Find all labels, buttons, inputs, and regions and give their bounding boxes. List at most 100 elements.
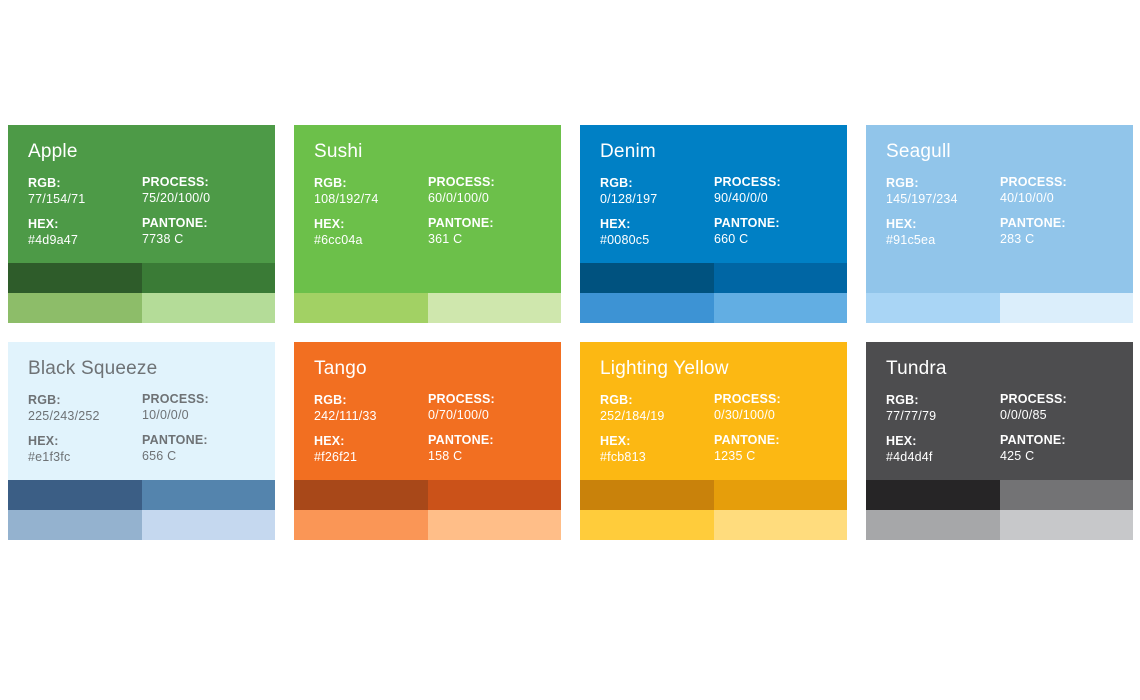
hex-label: HEX: — [28, 434, 59, 448]
color-card-tundra: Tundra RGB: 77/77/79 HEX: #4d4d4f PROCESS: 0/0… — [866, 342, 1133, 540]
hex-label: HEX: — [600, 217, 631, 231]
pantone-field: PANTONE: 283 C — [1000, 215, 1066, 247]
dark-shades-strip — [8, 263, 275, 293]
hex-field: HEX: #f26f21 — [314, 433, 357, 465]
pantone-label: PANTONE: — [714, 433, 780, 447]
process-field: PROCESS: 0/0/0/85 — [1000, 391, 1067, 423]
rgb-value: 77/154/71 — [28, 192, 86, 206]
process-field: PROCESS: 10/0/0/0 — [142, 391, 209, 423]
tint-swatch-medium — [294, 293, 428, 323]
hex-label: HEX: — [600, 434, 631, 448]
shade-swatch-darkest — [866, 263, 1000, 293]
rgb-label: RGB: — [600, 393, 633, 407]
shade-swatch-darkest — [8, 480, 142, 510]
pantone-value: 660 C — [714, 232, 749, 246]
shade-swatch-dark — [427, 480, 561, 510]
color-name: Sushi — [314, 141, 363, 162]
color-palette-grid: Apple RGB: 77/154/71 HEX: #4d9a47 PROCESS: 75/… — [8, 125, 1133, 540]
pantone-field: PANTONE: 158 C — [428, 432, 494, 464]
pantone-field: PANTONE: 656 C — [142, 432, 208, 464]
color-card-apple: Apple RGB: 77/154/71 HEX: #4d9a47 PROCESS: 75/… — [8, 125, 275, 323]
shade-swatch-dark — [999, 263, 1133, 293]
dark-shades-strip — [294, 480, 561, 510]
rgb-label: RGB: — [886, 393, 919, 407]
hex-value: #f26f21 — [314, 450, 358, 464]
process-label: PROCESS: — [142, 175, 209, 189]
pantone-label: PANTONE: — [714, 216, 780, 230]
hex-field: HEX: #e1f3fc — [28, 433, 70, 465]
process-field: PROCESS: 90/40/0/0 — [714, 174, 781, 206]
pantone-value: 7738 C — [142, 232, 184, 246]
color-name: Tundra — [886, 358, 947, 379]
light-tints-strip — [580, 510, 847, 540]
tint-swatch-medium — [8, 293, 142, 323]
hex-label: HEX: — [886, 217, 917, 231]
color-swatch-main: Apple RGB: 77/154/71 HEX: #4d9a47 PROCESS: 75/… — [8, 125, 275, 263]
shade-swatch-darkest — [8, 263, 142, 293]
color-card-denim: Denim RGB: 0/128/197 HEX: #0080c5 PROCESS: 90/… — [580, 125, 847, 323]
pantone-label: PANTONE: — [1000, 216, 1066, 230]
hex-field: HEX: #4d9a47 — [28, 216, 78, 248]
rgb-value: 77/77/79 — [886, 409, 937, 423]
process-label: PROCESS: — [428, 392, 495, 406]
color-swatch-main: Tango RGB: 242/111/33 HEX: #f26f21 PROCESS: 0/… — [294, 342, 561, 480]
dark-shades-strip — [866, 480, 1133, 510]
rgb-value: 108/192/74 — [314, 192, 379, 206]
rgb-field: RGB: 145/197/234 — [886, 175, 958, 207]
hex-label: HEX: — [28, 217, 59, 231]
process-value: 0/0/0/85 — [1000, 408, 1047, 422]
process-label: PROCESS: — [1000, 175, 1067, 189]
color-card-lighting-yellow: Lighting Yellow RGB: 252/184/19 HEX: #fcb813… — [580, 342, 847, 540]
pantone-value: 283 C — [1000, 232, 1035, 246]
hex-value: #fcb813 — [600, 450, 646, 464]
rgb-field: RGB: 242/111/33 — [314, 392, 377, 424]
pantone-label: PANTONE: — [1000, 433, 1066, 447]
tint-swatch-light — [713, 510, 847, 540]
process-field: PROCESS: 75/20/100/0 — [142, 174, 210, 206]
shade-swatch-darkest — [580, 480, 714, 510]
pantone-field: PANTONE: 660 C — [714, 215, 780, 247]
pantone-field: PANTONE: 7738 C — [142, 215, 208, 247]
process-value: 0/70/100/0 — [428, 408, 490, 422]
light-tints-strip — [8, 510, 275, 540]
rgb-label: RGB: — [314, 176, 347, 190]
hex-label: HEX: — [886, 434, 917, 448]
rgb-field: RGB: 225/243/252 — [28, 392, 100, 424]
hex-value: #6cc04a — [314, 233, 363, 247]
tint-swatch-light — [427, 510, 561, 540]
dark-shades-strip — [8, 480, 275, 510]
tint-swatch-light — [141, 510, 275, 540]
tint-swatch-medium — [580, 510, 714, 540]
light-tints-strip — [866, 293, 1133, 323]
tint-swatch-light — [713, 293, 847, 323]
pantone-value: 361 C — [428, 232, 463, 246]
tint-swatch-light — [141, 293, 275, 323]
tint-swatch-medium — [580, 293, 714, 323]
tint-swatch-light — [999, 293, 1133, 323]
light-tints-strip — [580, 293, 847, 323]
hex-field: HEX: #4d4d4f — [886, 433, 933, 465]
shade-swatch-dark — [141, 263, 275, 293]
color-name: Black Squeeze — [28, 358, 158, 379]
pantone-label: PANTONE: — [142, 216, 208, 230]
tint-swatch-medium — [8, 510, 142, 540]
hex-value: #4d4d4f — [886, 450, 933, 464]
hex-field: HEX: #6cc04a — [314, 216, 363, 248]
color-swatch-main: Lighting Yellow RGB: 252/184/19 HEX: #fcb813… — [580, 342, 847, 480]
process-value: 90/40/0/0 — [714, 191, 768, 205]
color-name: Apple — [28, 141, 78, 162]
color-card-sushi: Sushi RGB: 108/192/74 HEX: #6cc04a PROCESS: 60… — [294, 125, 561, 323]
tint-swatch-light — [427, 293, 561, 323]
rgb-label: RGB: — [314, 393, 347, 407]
hex-field: HEX: #0080c5 — [600, 216, 649, 248]
shade-swatch-darkest — [866, 480, 1000, 510]
rgb-field: RGB: 252/184/19 — [600, 392, 665, 424]
hex-label: HEX: — [314, 217, 345, 231]
rgb-value: 242/111/33 — [314, 409, 377, 423]
color-name: Denim — [600, 141, 656, 162]
process-field: PROCESS: 0/70/100/0 — [428, 391, 495, 423]
color-name: Tango — [314, 358, 367, 379]
pantone-label: PANTONE: — [428, 216, 494, 230]
hex-value: #4d9a47 — [28, 233, 79, 247]
pantone-value: 656 C — [142, 449, 177, 463]
